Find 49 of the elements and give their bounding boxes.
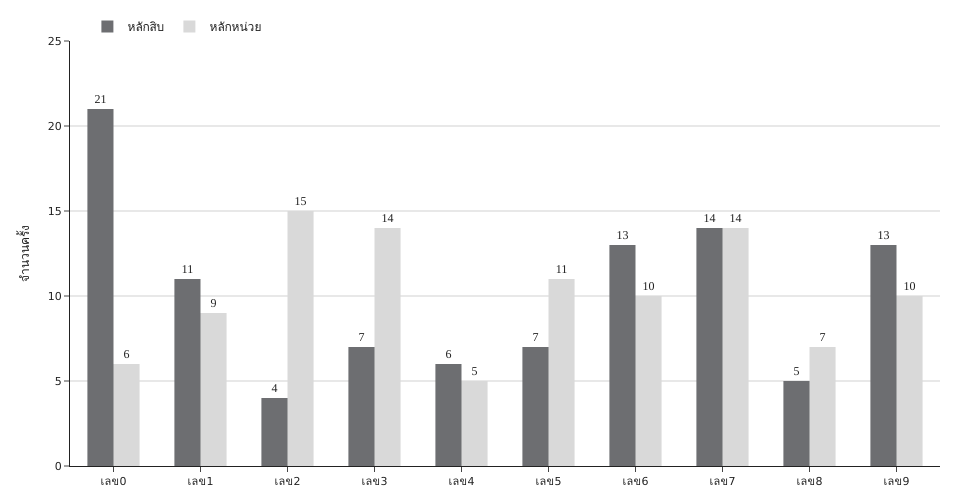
- legend-label: หลักหน่วย: [209, 20, 262, 34]
- y-tick-label: 15: [48, 204, 62, 218]
- data-label: 13: [877, 228, 890, 242]
- data-label: 6: [445, 347, 452, 361]
- bar: [261, 398, 288, 466]
- x-tick-label: เลข5: [536, 475, 562, 488]
- y-tick-label: 10: [48, 290, 62, 303]
- bar: [609, 245, 636, 466]
- bar: [174, 279, 200, 466]
- x-tick-label: เลข1: [188, 475, 214, 488]
- data-label: 15: [294, 194, 307, 208]
- data-label: 7: [820, 330, 826, 344]
- data-label: 11: [556, 262, 568, 276]
- data-label: 4: [271, 381, 278, 395]
- bar: [696, 228, 722, 466]
- data-label: 6: [124, 347, 130, 361]
- y-axis-title: จำนวนครั้ง: [16, 225, 32, 282]
- data-label: 13: [616, 228, 628, 242]
- data-label: 21: [94, 92, 106, 106]
- y-tick-label: 25: [48, 34, 62, 48]
- data-label: 5: [472, 364, 478, 378]
- y-tick-label: 0: [54, 460, 62, 473]
- bar: [435, 364, 462, 466]
- data-label: 14: [730, 211, 742, 225]
- bar: [870, 245, 896, 466]
- data-label: 5: [793, 364, 800, 378]
- x-tick-label: เลข4: [448, 475, 474, 488]
- data-label: 10: [904, 279, 916, 293]
- bar: [522, 347, 548, 466]
- y-tick-label: 5: [54, 374, 62, 388]
- bar: [87, 109, 114, 466]
- x-tick-label: เลข3: [362, 475, 388, 488]
- x-tick-label: เลข2: [274, 475, 300, 488]
- y-tick-label: 20: [48, 120, 62, 133]
- data-label: 9: [210, 296, 217, 310]
- data-label: 14: [382, 211, 394, 225]
- x-tick-label: เลข7: [710, 475, 736, 488]
- data-label: 11: [182, 262, 194, 276]
- x-tick-label: เลข6: [622, 475, 648, 488]
- x-tick-label: เลข8: [796, 475, 822, 488]
- bar: [348, 347, 374, 466]
- data-label: 14: [703, 211, 716, 225]
- legend-label: หลักสิบ: [127, 20, 164, 34]
- data-label: 7: [358, 330, 364, 344]
- bar: [783, 381, 810, 466]
- x-tick-label: เลข0: [100, 475, 126, 488]
- x-tick-label: เลข9: [884, 475, 910, 488]
- data-label: 7: [532, 330, 538, 344]
- data-label: 10: [642, 279, 655, 293]
